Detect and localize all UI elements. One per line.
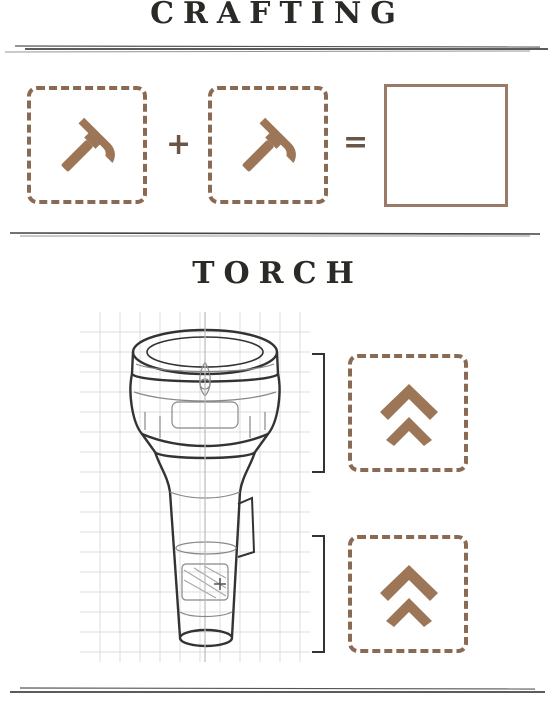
upgrade-slot-body[interactable] (348, 535, 468, 653)
divider-bottom (10, 687, 545, 693)
equals-symbol: = (343, 125, 369, 160)
plus-symbol: + (166, 127, 192, 162)
crafting-title: CRAFTING (150, 0, 405, 31)
double-chevron-up-icon (380, 384, 438, 446)
ingredient-slot-2[interactable] (208, 86, 328, 204)
double-chevron-up-icon (380, 565, 438, 627)
upgrade-slot-head[interactable] (348, 354, 468, 472)
bracket-body (312, 535, 325, 653)
divider-top (4, 45, 548, 53)
ingredient-slot-1[interactable] (27, 86, 147, 204)
torch-illustration (80, 312, 310, 662)
hammer-icon (242, 117, 296, 172)
bracket-head (312, 353, 325, 473)
torch-title: TORCH (192, 256, 363, 291)
result-slot[interactable] (384, 84, 508, 207)
hammer-icon (61, 117, 115, 172)
divider-middle (9, 232, 541, 237)
